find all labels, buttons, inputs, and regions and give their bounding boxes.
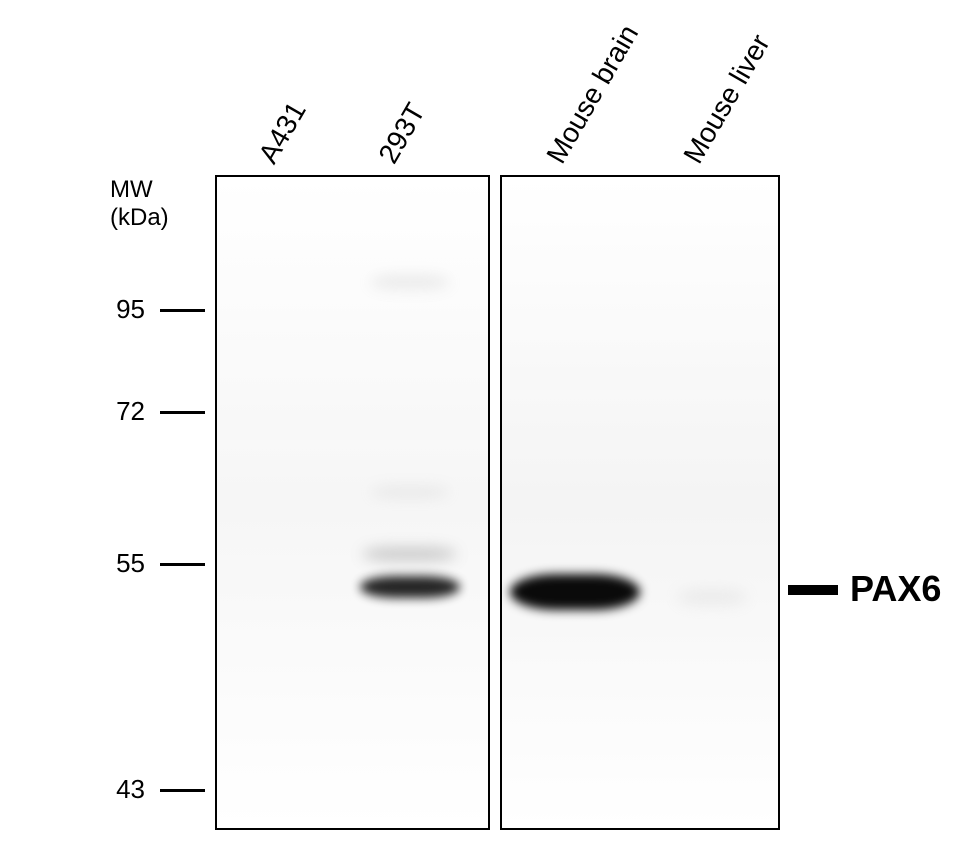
mw-tick-label: 43 — [116, 774, 145, 805]
western-blot-figure: MW (kDa) 95 72 55 43 A431 293T Mouse brain Mou… — [0, 0, 980, 862]
lane-label: Mouse brain — [540, 20, 645, 169]
blot-band — [362, 547, 457, 561]
target-band-tick — [788, 585, 838, 595]
mw-text-line2: (kDa) — [110, 204, 169, 231]
lane-label: A431 — [252, 96, 312, 169]
blot-panel-2 — [500, 175, 780, 830]
mw-tick-mark — [160, 563, 205, 566]
lane-label: 293T — [372, 98, 432, 169]
mw-text-line1: MW — [110, 176, 153, 203]
mw-axis-label: MW (kDa) — [110, 176, 169, 231]
target-protein-label: PAX6 — [850, 568, 941, 610]
blot-panel-1 — [215, 175, 490, 830]
blot-band — [510, 574, 640, 610]
blot-band — [677, 588, 747, 606]
mw-tick-label: 72 — [116, 396, 145, 427]
blot-band — [370, 486, 450, 498]
mw-tick-mark — [160, 789, 205, 792]
mw-tick-label: 55 — [116, 548, 145, 579]
lane-label: Mouse liver — [677, 29, 776, 169]
mw-tick-mark — [160, 411, 205, 414]
blot-band — [370, 275, 450, 289]
mw-tick-mark — [160, 309, 205, 312]
mw-tick-label: 95 — [116, 294, 145, 325]
blot-band — [360, 576, 460, 598]
